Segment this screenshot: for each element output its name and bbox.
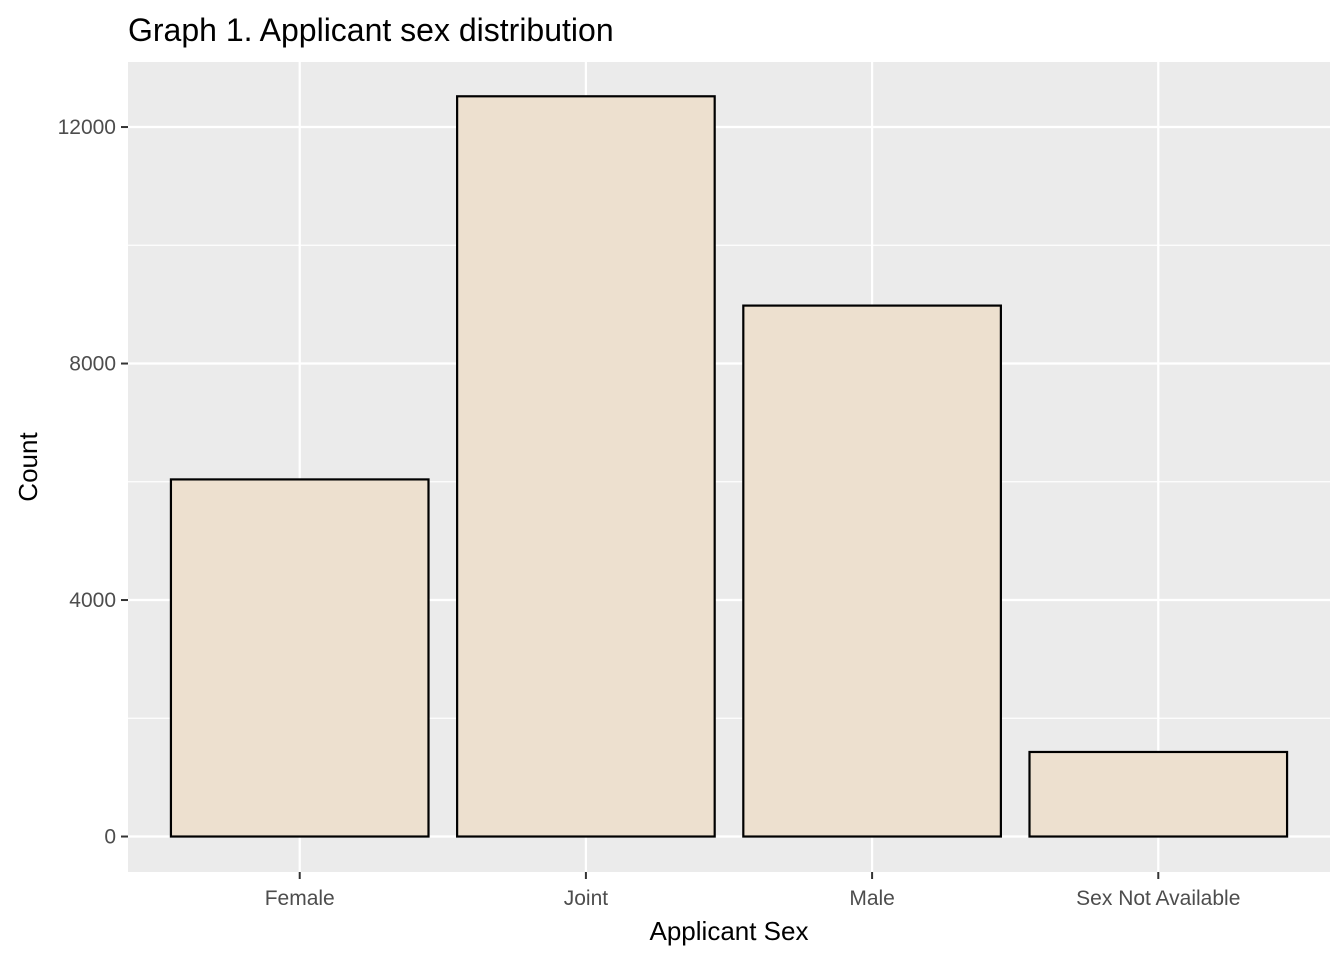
bar-sex-not-available <box>1028 750 1289 838</box>
x-axis-title: Applicant Sex <box>650 916 809 946</box>
x-tick-label: Female <box>265 887 335 910</box>
y-axis: 0 4000 8000 12000 <box>58 116 128 849</box>
bar-female <box>169 478 430 838</box>
x-tick-label: Male <box>849 887 895 910</box>
bar-joint <box>456 95 716 838</box>
y-tick-label: 4000 <box>69 589 116 612</box>
y-tick-label: 0 <box>104 826 116 849</box>
bar-male <box>742 304 1002 838</box>
chart-title: Graph 1. Applicant sex distribution <box>128 12 614 48</box>
bars <box>169 95 1289 838</box>
x-axis: Female Joint Male Sex Not Available <box>265 872 1240 910</box>
y-axis-title: Count <box>13 432 43 502</box>
x-tick-label: Sex Not Available <box>1076 887 1240 910</box>
x-tick-label: Joint <box>564 887 609 910</box>
y-tick-label: 12000 <box>58 116 116 139</box>
y-tick-label: 8000 <box>69 353 116 376</box>
